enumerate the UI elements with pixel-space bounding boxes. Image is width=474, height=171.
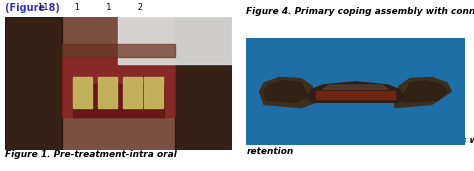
Polygon shape bbox=[62, 44, 175, 57]
Polygon shape bbox=[175, 17, 232, 150]
Polygon shape bbox=[123, 77, 142, 108]
Text: Figure 4. Primary coping assembly with connecting bar: Figure 4. Primary coping assembly with c… bbox=[246, 7, 474, 16]
Polygon shape bbox=[5, 17, 232, 150]
Text: (Figure 8): (Figure 8) bbox=[5, 3, 60, 13]
Polygon shape bbox=[62, 57, 175, 117]
Polygon shape bbox=[395, 77, 451, 108]
Polygon shape bbox=[73, 77, 92, 108]
Polygon shape bbox=[144, 77, 163, 108]
Polygon shape bbox=[403, 81, 447, 102]
Polygon shape bbox=[118, 17, 232, 64]
Polygon shape bbox=[323, 85, 388, 89]
Polygon shape bbox=[246, 38, 465, 145]
Polygon shape bbox=[308, 82, 403, 102]
Text: 11          1          1          2: 11 1 1 2 bbox=[38, 3, 143, 12]
Polygon shape bbox=[264, 81, 308, 102]
Polygon shape bbox=[5, 17, 62, 150]
Polygon shape bbox=[98, 77, 118, 108]
Polygon shape bbox=[73, 84, 164, 117]
Polygon shape bbox=[316, 91, 395, 99]
Text: Figure 1. Pre-treatment-intra oral: Figure 1. Pre-treatment-intra oral bbox=[5, 150, 177, 159]
Polygon shape bbox=[260, 77, 316, 108]
Text: Figure 5.  Inside view of secondary copings with clip for
retention: Figure 5. Inside view of secondary copin… bbox=[246, 136, 474, 156]
